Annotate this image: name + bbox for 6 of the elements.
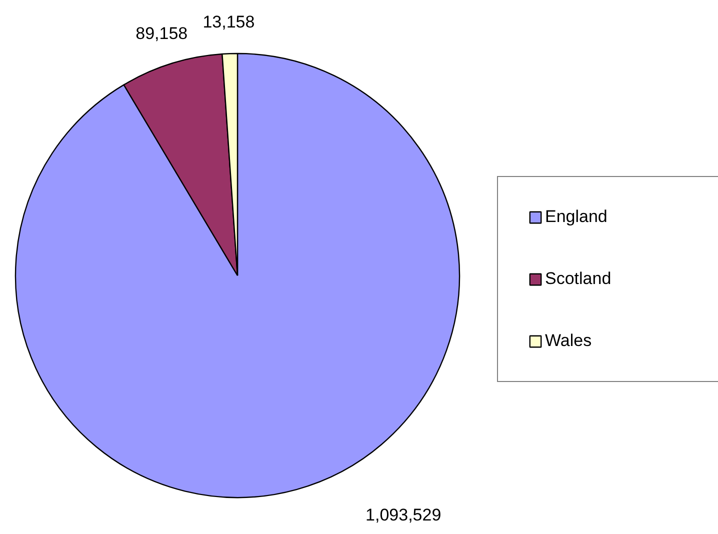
data-label: 1,093,529 <box>366 506 442 525</box>
legend-label: Wales <box>545 331 593 351</box>
data-label: 89,158 <box>136 24 188 44</box>
legend-label: Scotland <box>545 269 612 289</box>
data-label: 13,158 <box>202 12 255 32</box>
legend-label: England <box>545 207 608 227</box>
